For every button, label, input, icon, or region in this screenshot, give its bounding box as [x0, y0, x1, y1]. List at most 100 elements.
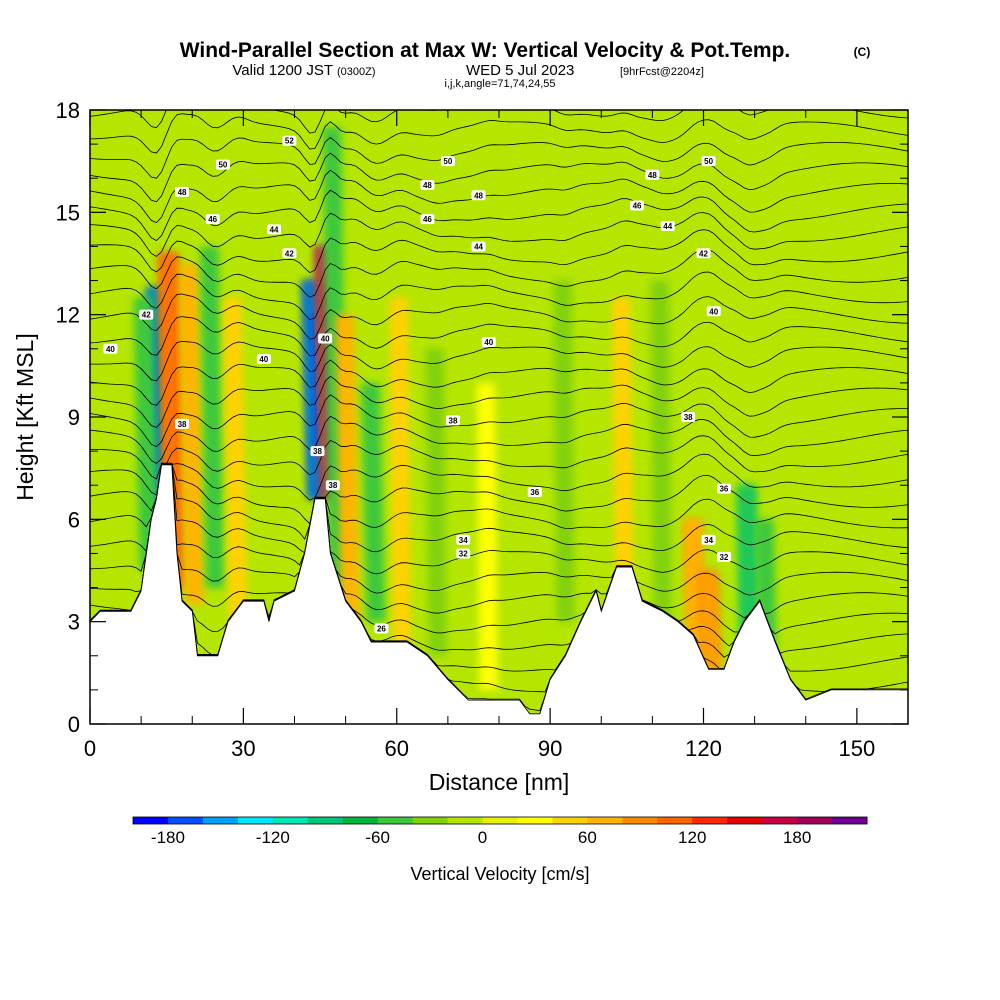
chart-title: Wind-Parallel Section at Max W: Vertical… [180, 39, 791, 62]
theta-isoline [90, 293, 908, 340]
theta-isoline [90, 462, 908, 540]
theta-isoline [90, 271, 908, 321]
theta-isoline [90, 359, 908, 406]
theta-isoline [90, 169, 908, 224]
theta-label-text: 38 [684, 413, 693, 422]
theta-label-text: 40 [259, 355, 268, 364]
theta-label: 50 [215, 159, 230, 170]
colorbar-swatch [727, 817, 763, 824]
colorbar-swatch [692, 817, 728, 824]
x-tick-label: 30 [231, 736, 255, 761]
colorbar-swatch [342, 817, 379, 824]
theta-label-text: 50 [218, 161, 227, 170]
colorbar-frame [132, 816, 868, 825]
theta-isoline [90, 415, 908, 464]
theta-label-text: 38 [449, 416, 458, 425]
velocity-halo [698, 570, 721, 670]
theta-contour-labels: 52 50 50 50 48 48 48 48 46 46 46 44 44 44 42 42 42 40 40 40… [103, 135, 731, 634]
theta-label-text: 40 [484, 338, 493, 347]
theta-isoline [90, 136, 908, 179]
theta-label-text: 40 [106, 345, 115, 354]
copyright-mark: (C) [854, 45, 871, 59]
theta-label: 34 [456, 534, 471, 545]
y-tick-label: 15 [56, 200, 80, 225]
colorbar-tick-label: -60 [365, 828, 390, 847]
theta-label-text: 44 [663, 222, 672, 231]
colorbar-swatch [832, 817, 868, 824]
theta-label: 46 [420, 214, 435, 225]
theta-label: 38 [310, 446, 325, 457]
colorbar-tick-label: -120 [256, 828, 290, 847]
theta-label: 44 [471, 241, 486, 252]
theta-label: 40 [103, 343, 118, 354]
theta-label-text: 38 [313, 447, 322, 456]
theta-label: 38 [175, 418, 190, 429]
velocity-band [179, 263, 205, 605]
theta-label: 44 [660, 220, 675, 231]
velocity-band [425, 348, 447, 656]
theta-isoline [90, 113, 908, 154]
velocity-band [133, 297, 158, 571]
velocity-band [361, 382, 386, 622]
theta-isoline [90, 464, 908, 635]
theta-label: 32 [456, 548, 471, 559]
theta-label-text: 48 [178, 188, 187, 197]
theta-label: 46 [205, 214, 220, 225]
theta-isoline [90, 435, 908, 480]
colorbar-swatch [762, 817, 798, 824]
theta-label: 42 [139, 309, 154, 320]
theta-label: 42 [282, 248, 297, 259]
theta-isoline [90, 229, 908, 274]
theta-label-text: 40 [321, 335, 330, 344]
velocity-band [223, 297, 248, 622]
theta-label: 52 [282, 135, 297, 146]
theta-label: 36 [527, 487, 542, 498]
theta-label-text: 48 [648, 171, 657, 180]
theta-label-text: 46 [633, 202, 642, 211]
theta-label: 36 [716, 483, 731, 494]
theta-isoline [90, 463, 908, 554]
x-axis-label: Distance [nm] [429, 769, 570, 795]
colorbar-swatch [237, 817, 274, 824]
x-tick-label: 90 [538, 736, 562, 761]
colorbar-swatch [202, 817, 239, 824]
theta-label-text: 34 [459, 536, 468, 545]
colorbar-swatch [133, 817, 169, 824]
colorbar-swatch [587, 817, 623, 824]
y-axis-label: Height [Kft MSL] [12, 333, 38, 500]
theta-label-text: 44 [270, 225, 279, 234]
theta-isoline [90, 212, 908, 257]
colorbar-swatch [482, 817, 518, 824]
colorbar-tick-label: 180 [783, 828, 811, 847]
theta-label: 50 [440, 156, 455, 167]
colorbar-tick-label: 60 [578, 828, 597, 847]
theta-label: 48 [420, 180, 435, 191]
colorbar-swatch [657, 817, 693, 824]
grid-indices: i,j,k,angle=71,74,24,55 [444, 78, 555, 90]
x-tick-label: 150 [839, 736, 876, 761]
theta-label-text: 26 [377, 624, 386, 633]
y-tick-label: 18 [56, 98, 80, 123]
colorbar-swatch [517, 817, 553, 824]
theta-label-text: 50 [704, 157, 713, 166]
theta-isoline [90, 463, 908, 619]
theta-label-text: 38 [178, 420, 187, 429]
theta-label-text: 46 [208, 215, 217, 224]
velocity-halo [683, 519, 706, 656]
theta-isoline [90, 340, 908, 382]
theta-label: 44 [267, 224, 282, 235]
theta-label: 38 [445, 415, 460, 426]
theta-isoline [90, 463, 908, 525]
y-tick-label: 12 [56, 303, 80, 328]
theta-label-text: 44 [474, 242, 483, 251]
theta-label-text: 42 [285, 249, 294, 258]
theta-label: 50 [701, 156, 716, 167]
theta-isoline [90, 453, 908, 501]
velocity-band [553, 280, 575, 622]
theta-label-text: 46 [423, 215, 432, 224]
theta-label: 48 [175, 186, 190, 197]
theta-label: 34 [701, 534, 716, 545]
valid-time-prefix: Valid 1200 JST [232, 62, 333, 79]
valid-date: WED 5 Jul 2023 [466, 62, 574, 79]
